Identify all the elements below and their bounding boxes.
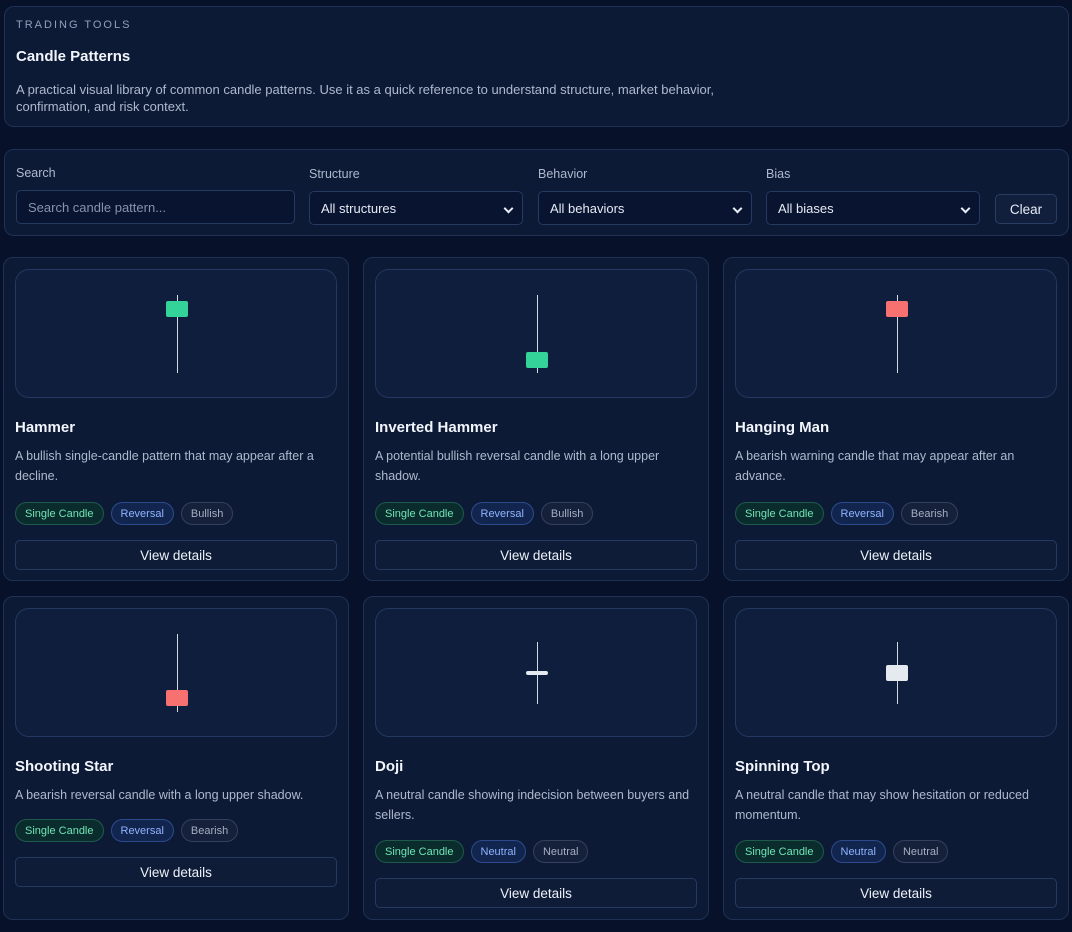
tag-bias: Neutral [532, 840, 589, 863]
candle-preview [375, 608, 697, 737]
pattern-name: Hammer [15, 419, 76, 436]
tag-structure: Single Candle [735, 502, 824, 525]
view-details-button[interactable]: View details [375, 878, 697, 908]
tag-structure: Single Candle [15, 819, 104, 842]
view-details-button[interactable]: View details [15, 857, 337, 887]
pattern-description: A neutral candle showing indecision betw… [375, 788, 690, 822]
tag-bias: Bearish [900, 502, 959, 525]
tag-list: Single Candle Neutral Neutral [735, 840, 949, 863]
structure-select[interactable]: All structures [309, 191, 523, 225]
pattern-description: A bearish warning candle that may appear… [735, 449, 1015, 483]
tag-structure: Single Candle [375, 502, 464, 525]
pattern-name: Doji [375, 758, 404, 775]
page-header: TRADING TOOLS Candle Patterns A practica… [4, 6, 1069, 127]
candle-wick [537, 295, 538, 373]
pattern-card-hammer: Hammer A bullish single-candle pattern t… [3, 257, 349, 581]
candle-wick [177, 295, 178, 373]
tag-bias: Bullish [540, 502, 594, 525]
search-placeholder: Search candle pattern... [28, 199, 167, 215]
candle-preview [735, 608, 1057, 737]
pattern-card-doji: Doji A neutral candle showing indecision… [363, 596, 709, 920]
tag-bias: Bullish [180, 502, 234, 525]
pattern-description: A bullish single-candle pattern that may… [15, 449, 314, 483]
structure-selected: All structures [321, 200, 397, 216]
pattern-description: A potential bullish reversal candle with… [375, 449, 660, 483]
pattern-name: Shooting Star [15, 758, 114, 775]
pattern-name: Spinning Top [735, 758, 830, 775]
tag-structure: Single Candle [735, 840, 824, 863]
candle-body-bearish [166, 690, 188, 706]
behavior-label: Behavior [538, 167, 588, 181]
pattern-card-spinning-top: Spinning Top A neutral candle that may s… [723, 596, 1069, 920]
tag-bias: Neutral [892, 840, 949, 863]
pattern-card-shooting-star: Shooting Star A bearish reversal candle … [3, 596, 349, 920]
tag-behavior: Reversal [110, 502, 174, 525]
tag-behavior: Reversal [110, 819, 174, 842]
candle-body-bullish [526, 352, 548, 368]
pattern-name: Inverted Hammer [375, 419, 498, 436]
tag-behavior: Reversal [830, 502, 894, 525]
tag-structure: Single Candle [375, 840, 464, 863]
view-details-button[interactable]: View details [375, 540, 697, 570]
pattern-card-inverted-hammer: Inverted Hammer A potential bullish reve… [363, 257, 709, 581]
chevron-down-icon [960, 203, 971, 214]
search-input[interactable]: Search candle pattern... [16, 190, 295, 224]
page-title: Candle Patterns [16, 48, 131, 65]
pattern-description: A bearish reversal candle with a long up… [15, 788, 304, 802]
page-description: A practical visual library of common can… [16, 82, 715, 114]
candle-wick [177, 634, 178, 712]
pattern-description: A neutral candle that may show hesitatio… [735, 788, 1029, 822]
tag-list: Single Candle Reversal Bullish [15, 502, 234, 525]
view-details-button[interactable]: View details [735, 540, 1057, 570]
pattern-name: Hanging Man [735, 419, 830, 436]
candle-body-bullish [166, 301, 188, 317]
bias-select[interactable]: All biases [766, 191, 980, 225]
candle-preview [735, 269, 1057, 398]
bias-selected: All biases [778, 200, 834, 216]
candle-wick [897, 295, 898, 373]
tag-list: Single Candle Reversal Bearish [15, 819, 239, 842]
behavior-selected: All behaviors [550, 200, 625, 216]
behavior-select[interactable]: All behaviors [538, 191, 752, 225]
tag-behavior: Neutral [830, 840, 886, 863]
candle-preview [15, 269, 337, 398]
candle-preview [375, 269, 697, 398]
view-details-button[interactable]: View details [735, 878, 1057, 908]
chevron-down-icon [503, 203, 514, 214]
pattern-card-hanging-man: Hanging Man A bearish warning candle tha… [723, 257, 1069, 581]
candle-body-neutral [886, 665, 908, 681]
bias-label: Bias [766, 167, 791, 181]
clear-button[interactable]: Clear [995, 194, 1057, 224]
candle-preview [15, 608, 337, 737]
search-label: Search [16, 166, 56, 180]
chevron-down-icon [732, 203, 743, 214]
section-eyebrow: TRADING TOOLS [16, 19, 132, 31]
structure-label: Structure [309, 167, 360, 181]
tag-list: Single Candle Neutral Neutral [375, 840, 589, 863]
filter-bar: Search Search candle pattern... Structur… [4, 149, 1069, 236]
tag-behavior: Reversal [470, 502, 534, 525]
tag-bias: Bearish [180, 819, 239, 842]
tag-structure: Single Candle [15, 502, 104, 525]
tag-behavior: Neutral [470, 840, 526, 863]
tag-list: Single Candle Reversal Bullish [375, 502, 594, 525]
candle-body-bearish [886, 301, 908, 317]
candle-body-neutral [526, 671, 548, 675]
view-details-button[interactable]: View details [15, 540, 337, 570]
tag-list: Single Candle Reversal Bearish [735, 502, 959, 525]
